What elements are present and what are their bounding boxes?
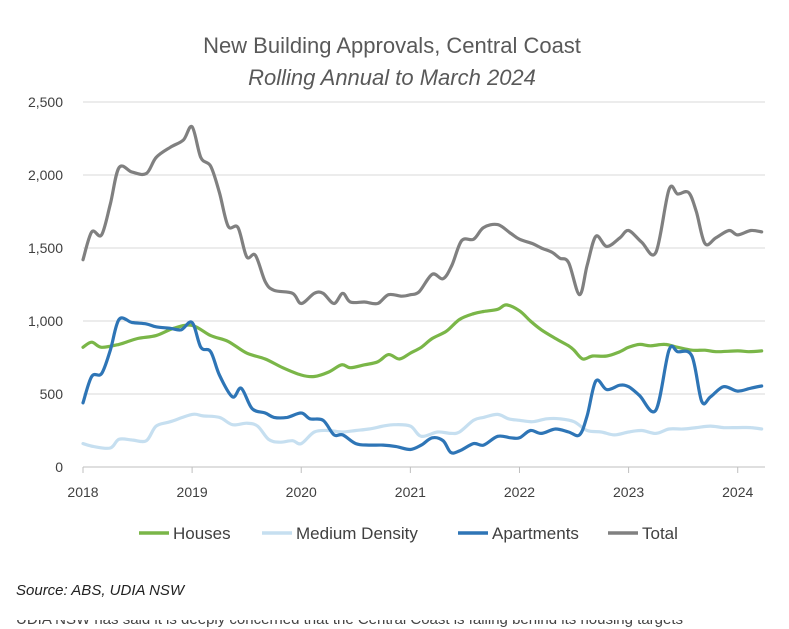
x-tick-label: 2022 xyxy=(504,484,535,500)
x-tick-label: 2019 xyxy=(177,484,208,500)
chart-subtitle: Rolling Annual to March 2024 xyxy=(248,65,536,90)
y-tick-label: 1,500 xyxy=(28,240,63,256)
y-tick-label: 2,500 xyxy=(28,94,63,110)
x-tick-label: 2023 xyxy=(613,484,644,500)
series-line-houses xyxy=(81,303,764,379)
series-line-apartments xyxy=(81,316,764,455)
cutoff-text-line: UDIA NSW has said it is deeply concerned… xyxy=(16,620,683,628)
x-tick-label: 2020 xyxy=(286,484,317,500)
legend-label-houses: Houses xyxy=(173,524,231,543)
series-line-total xyxy=(81,124,764,306)
legend: Houses Medium Density Apartments Total xyxy=(139,524,678,543)
x-tick-label: 2024 xyxy=(722,484,753,500)
chart-title: New Building Approvals, Central Coast xyxy=(203,33,581,58)
line-chart: New Building Approvals, Central Coast Ro… xyxy=(28,33,765,543)
y-tick-label: 1,000 xyxy=(28,313,63,329)
y-tick-label: 2,000 xyxy=(28,167,63,183)
x-tick-label: 2021 xyxy=(395,484,426,500)
legend-label-apartments: Apartments xyxy=(492,524,579,543)
y-tick-label: 0 xyxy=(55,459,63,475)
axes: 0 500 1,000 1,500 2,000 2,500 2018 2019 2020 2021… xyxy=(28,94,765,500)
source-note: Source: ABS, UDIA NSW xyxy=(16,582,185,599)
legend-label-total: Total xyxy=(642,524,678,543)
gridlines xyxy=(83,101,765,395)
series-line-medium-density xyxy=(81,412,764,450)
cutoff-text: UDIA NSW has said it is deeply concerned… xyxy=(16,620,776,629)
legend-label-medium-density: Medium Density xyxy=(296,524,418,543)
x-tick-label: 2018 xyxy=(67,484,98,500)
series-lines xyxy=(81,124,764,455)
y-tick-label: 500 xyxy=(40,386,64,402)
